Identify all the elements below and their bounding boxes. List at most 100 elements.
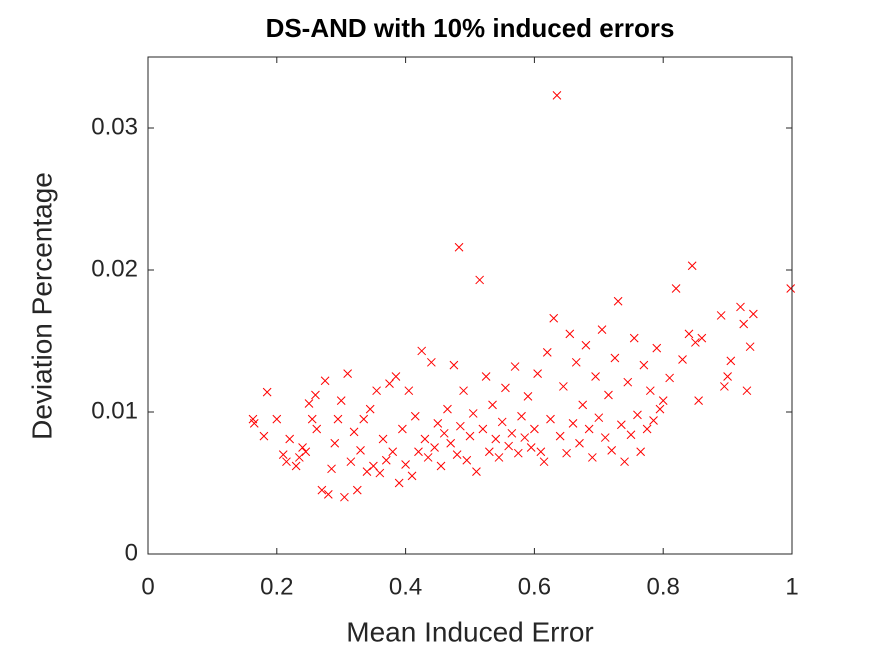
point bbox=[697, 333, 707, 343]
y-tick-label: 0 bbox=[125, 539, 138, 566]
point bbox=[398, 424, 407, 434]
point bbox=[475, 275, 485, 285]
point bbox=[652, 343, 662, 353]
point bbox=[346, 457, 356, 467]
point bbox=[494, 453, 504, 462]
point bbox=[523, 392, 533, 401]
point bbox=[343, 369, 352, 379]
point bbox=[340, 492, 349, 502]
point bbox=[633, 410, 642, 420]
point bbox=[575, 438, 584, 448]
point bbox=[330, 438, 340, 448]
point bbox=[304, 399, 314, 408]
point bbox=[533, 369, 542, 379]
point bbox=[671, 284, 681, 293]
point bbox=[559, 382, 568, 391]
point bbox=[312, 424, 322, 434]
y-tick-label: 0.02 bbox=[91, 255, 138, 282]
point bbox=[571, 357, 581, 367]
point bbox=[739, 319, 749, 329]
point bbox=[278, 450, 288, 459]
point bbox=[616, 420, 626, 430]
point bbox=[642, 424, 652, 434]
point bbox=[455, 421, 465, 431]
point bbox=[481, 372, 491, 381]
point bbox=[272, 414, 282, 424]
point bbox=[262, 387, 272, 397]
point bbox=[333, 414, 343, 424]
point bbox=[417, 346, 427, 356]
point bbox=[581, 340, 591, 350]
point bbox=[294, 453, 304, 462]
point bbox=[742, 386, 752, 396]
point bbox=[620, 457, 629, 467]
point bbox=[626, 430, 636, 440]
point bbox=[291, 461, 301, 471]
point bbox=[552, 90, 562, 100]
point bbox=[301, 447, 311, 457]
point bbox=[349, 427, 359, 437]
point bbox=[749, 309, 758, 319]
point bbox=[555, 431, 565, 441]
point bbox=[468, 409, 478, 418]
point bbox=[378, 434, 388, 444]
point bbox=[407, 471, 417, 481]
point bbox=[320, 376, 330, 386]
point bbox=[478, 424, 488, 434]
point bbox=[439, 428, 449, 438]
point bbox=[546, 414, 555, 424]
point bbox=[356, 445, 365, 455]
point bbox=[542, 348, 552, 357]
point bbox=[365, 404, 375, 414]
point bbox=[388, 447, 398, 457]
point bbox=[385, 379, 394, 388]
point bbox=[604, 390, 613, 400]
point bbox=[391, 372, 401, 381]
point bbox=[684, 329, 694, 339]
point bbox=[786, 284, 796, 293]
point bbox=[526, 443, 536, 452]
point bbox=[336, 396, 346, 405]
x-tick-label: 1 bbox=[785, 573, 798, 600]
point bbox=[298, 443, 307, 452]
point bbox=[430, 443, 439, 452]
point bbox=[394, 478, 404, 488]
x-tick-label: 0 bbox=[141, 573, 154, 600]
point bbox=[410, 411, 420, 421]
y-tick-label: 0.03 bbox=[91, 113, 138, 140]
point bbox=[452, 450, 462, 459]
points bbox=[248, 90, 796, 502]
point bbox=[484, 447, 494, 457]
point bbox=[736, 302, 745, 312]
x-axis-label: Mean Induced Error bbox=[346, 616, 593, 647]
point bbox=[285, 434, 295, 444]
point bbox=[623, 377, 633, 387]
point bbox=[539, 457, 549, 467]
point bbox=[726, 356, 736, 366]
point bbox=[645, 386, 655, 396]
point bbox=[723, 372, 732, 381]
point bbox=[562, 448, 571, 458]
point bbox=[720, 382, 729, 391]
point bbox=[381, 455, 391, 465]
point bbox=[369, 461, 378, 471]
point bbox=[404, 386, 414, 396]
point bbox=[578, 400, 588, 410]
point bbox=[420, 434, 430, 444]
point bbox=[317, 485, 327, 495]
x-tick-label: 0.8 bbox=[647, 573, 680, 600]
point bbox=[454, 242, 464, 252]
point bbox=[414, 447, 423, 457]
point bbox=[565, 329, 575, 339]
point bbox=[607, 445, 617, 455]
ticks: 0 0.2 0.4 0.6 0.8 1 0 0.01 0.02 0.03 bbox=[91, 57, 799, 600]
point bbox=[249, 419, 259, 428]
point bbox=[443, 404, 452, 414]
point bbox=[327, 464, 336, 474]
point bbox=[513, 448, 523, 458]
point bbox=[259, 431, 269, 441]
chart-title: DS-AND with 10% induced errors bbox=[266, 13, 675, 43]
point bbox=[462, 455, 472, 465]
point bbox=[465, 431, 475, 441]
point bbox=[594, 413, 604, 423]
